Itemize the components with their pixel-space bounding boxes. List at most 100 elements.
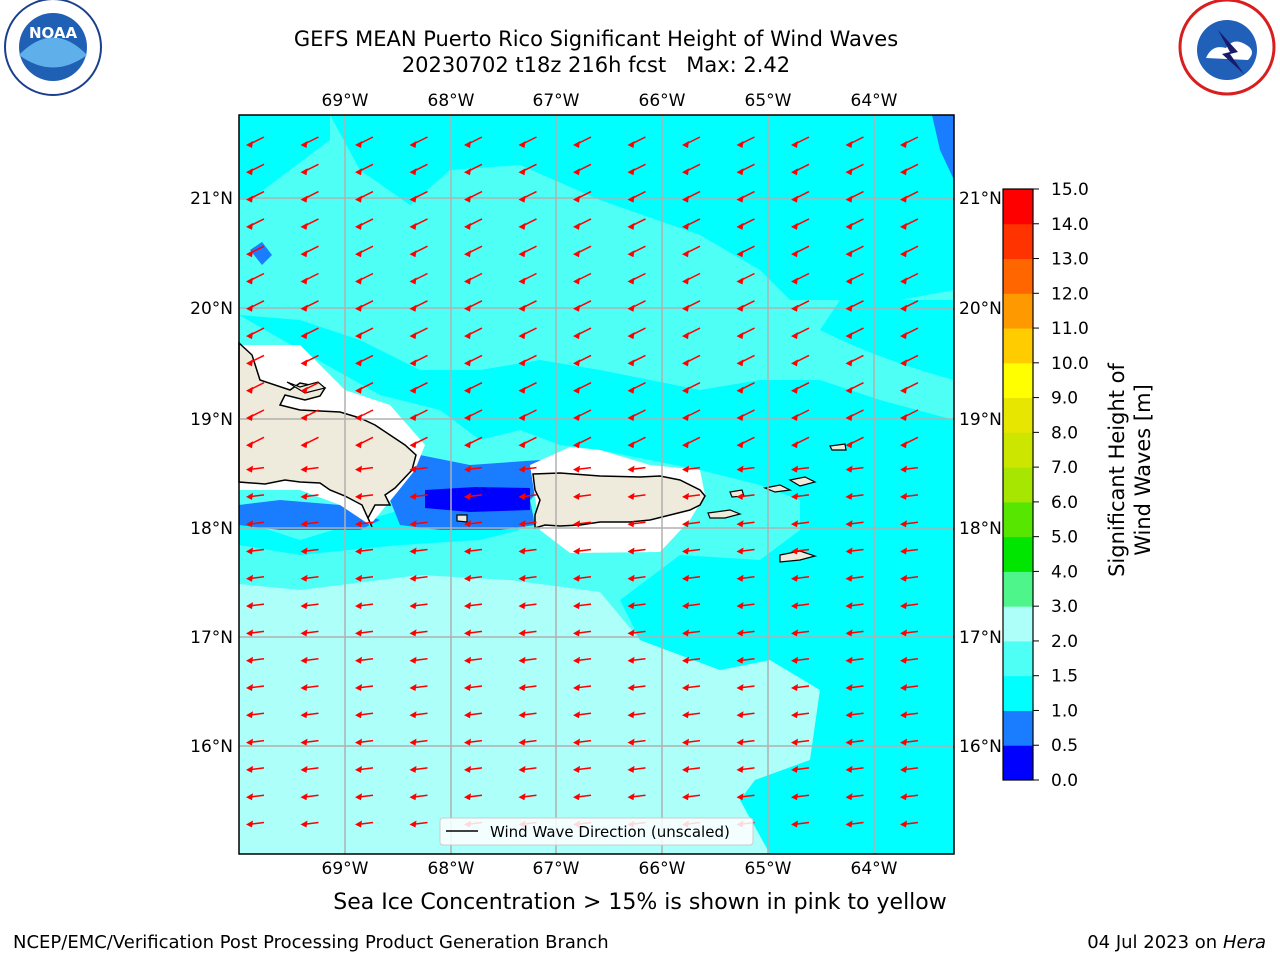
wave-direction-arrow bbox=[573, 629, 592, 637]
wave-direction-arrow bbox=[682, 793, 701, 801]
wave-direction-arrow bbox=[246, 136, 265, 148]
wave-direction-arrow bbox=[845, 382, 864, 394]
colorbar-segment bbox=[1003, 189, 1033, 225]
wave-direction-arrow bbox=[736, 629, 755, 637]
wave-direction-arrow bbox=[900, 327, 919, 340]
wave-direction-arrow bbox=[409, 520, 428, 528]
wave-direction-arrow bbox=[246, 629, 265, 637]
wave-direction-arrow bbox=[355, 765, 374, 773]
wave-direction-arrow bbox=[791, 711, 810, 719]
wave-direction-arrow bbox=[791, 793, 810, 801]
wave-direction-arrow bbox=[518, 409, 537, 421]
footer-host: Hera bbox=[1222, 932, 1266, 953]
wave-direction-arrow bbox=[464, 409, 483, 421]
wave-direction-arrow bbox=[845, 738, 864, 746]
colorbar-segment bbox=[1003, 397, 1033, 433]
wave-direction-arrow bbox=[900, 136, 919, 148]
wave-direction-arrow bbox=[791, 520, 810, 528]
wave-direction-arrow bbox=[573, 656, 592, 664]
wave-direction-arrow bbox=[791, 136, 810, 148]
wave-direction-arrow bbox=[409, 711, 428, 719]
wave-direction-arrow bbox=[627, 656, 646, 664]
wave-direction-arrow bbox=[682, 300, 701, 312]
lat-label: 20°N bbox=[959, 299, 1002, 319]
map-legend: Wind Wave Direction (unscaled) bbox=[439, 817, 754, 846]
wave-direction-arrow bbox=[791, 190, 810, 203]
wind-wave-direction-arrows bbox=[246, 136, 919, 828]
wave-direction-arrow bbox=[900, 629, 919, 637]
colorbar-segment bbox=[1003, 571, 1033, 607]
wave-direction-arrow bbox=[573, 765, 592, 773]
wave-direction-arrow bbox=[246, 354, 265, 367]
wave-direction-arrow bbox=[900, 711, 919, 719]
wave-direction-arrow bbox=[300, 492, 319, 500]
wave-direction-arrow bbox=[246, 492, 265, 500]
wave-direction-arrow bbox=[409, 245, 428, 258]
wave-direction-arrow bbox=[736, 409, 755, 421]
wave-direction-arrow bbox=[355, 602, 374, 610]
lat-label: 16°N bbox=[959, 737, 1002, 757]
wave-direction-arrow bbox=[682, 629, 701, 637]
wave-direction-arrow bbox=[627, 520, 646, 528]
wave-direction-arrow bbox=[573, 793, 592, 801]
wave-direction-arrow bbox=[736, 327, 755, 340]
wave-direction-arrow bbox=[355, 218, 374, 230]
wave-direction-arrow bbox=[464, 245, 483, 258]
wave-direction-arrow bbox=[464, 218, 483, 230]
wave-direction-arrow bbox=[627, 547, 646, 555]
wave-direction-arrow bbox=[246, 436, 265, 449]
colorbar-frame bbox=[1002, 188, 1034, 781]
wave-direction-arrow bbox=[464, 656, 483, 664]
wave-direction-arrow bbox=[518, 327, 537, 340]
wave-direction-arrow bbox=[845, 245, 864, 258]
wave-direction-arrow bbox=[573, 547, 592, 555]
wave-direction-arrow bbox=[300, 218, 319, 230]
wave-direction-arrow bbox=[682, 574, 701, 582]
wave-direction-arrow bbox=[573, 574, 592, 582]
wave-direction-arrow bbox=[573, 218, 592, 230]
colorbar-tick-label: 2.0 bbox=[1051, 632, 1078, 652]
wave-direction-arrow bbox=[845, 300, 864, 312]
wave-direction-arrow bbox=[791, 492, 810, 500]
wave-direction-arrow bbox=[518, 354, 537, 367]
lon-label: 64°W bbox=[851, 91, 898, 111]
wave-direction-arrow bbox=[845, 684, 864, 691]
wave-direction-arrow bbox=[791, 629, 810, 637]
wave-direction-arrow bbox=[464, 793, 483, 801]
wave-direction-arrow bbox=[627, 382, 646, 394]
wave-direction-arrow bbox=[682, 409, 701, 421]
wave-direction-arrow bbox=[300, 465, 319, 473]
colorbar-segment bbox=[1003, 467, 1033, 503]
wave-direction-arrow bbox=[900, 382, 919, 394]
wave-direction-arrow bbox=[682, 684, 701, 691]
wave-direction-arrow bbox=[409, 547, 428, 555]
wave-direction-arrow bbox=[682, 218, 701, 230]
wave-direction-arrow bbox=[791, 436, 810, 449]
wave-direction-arrow bbox=[791, 300, 810, 312]
wave-direction-arrow bbox=[791, 656, 810, 664]
colorbar-tick-label: 5.0 bbox=[1051, 528, 1078, 548]
wave-direction-arrow bbox=[682, 656, 701, 664]
wave-direction-arrow bbox=[682, 738, 701, 746]
wave-direction-arrow bbox=[573, 382, 592, 394]
wave-direction-arrow bbox=[845, 793, 864, 801]
wave-direction-arrow bbox=[736, 793, 755, 801]
wave-direction-arrow bbox=[682, 711, 701, 719]
colorbar-tick-label: 11.0 bbox=[1051, 319, 1089, 339]
wave-direction-arrow bbox=[900, 492, 919, 500]
colorbar: 0.0 0.5 1.0 1.5 2.0 3.0 4.0 5.0 6.0 7.0 8.0 9.0 10.0… bbox=[1002, 180, 1089, 791]
wave-direction-arrow bbox=[627, 602, 646, 610]
wave-direction-arrow bbox=[682, 245, 701, 258]
wave-direction-arrow bbox=[464, 629, 483, 637]
wave-direction-arrow bbox=[355, 136, 374, 148]
colorbar-tick-label: 0.0 bbox=[1051, 771, 1078, 791]
wave-direction-arrow bbox=[246, 409, 265, 421]
wave-direction-arrow bbox=[791, 684, 810, 691]
wave-direction-arrow bbox=[627, 218, 646, 230]
wave-direction-arrow bbox=[900, 793, 919, 801]
wave-direction-arrow bbox=[518, 684, 537, 691]
colorbar-segment bbox=[1003, 536, 1033, 572]
wave-direction-arrow bbox=[573, 738, 592, 746]
wave-direction-arrow bbox=[845, 218, 864, 230]
wave-direction-arrow bbox=[736, 711, 755, 719]
